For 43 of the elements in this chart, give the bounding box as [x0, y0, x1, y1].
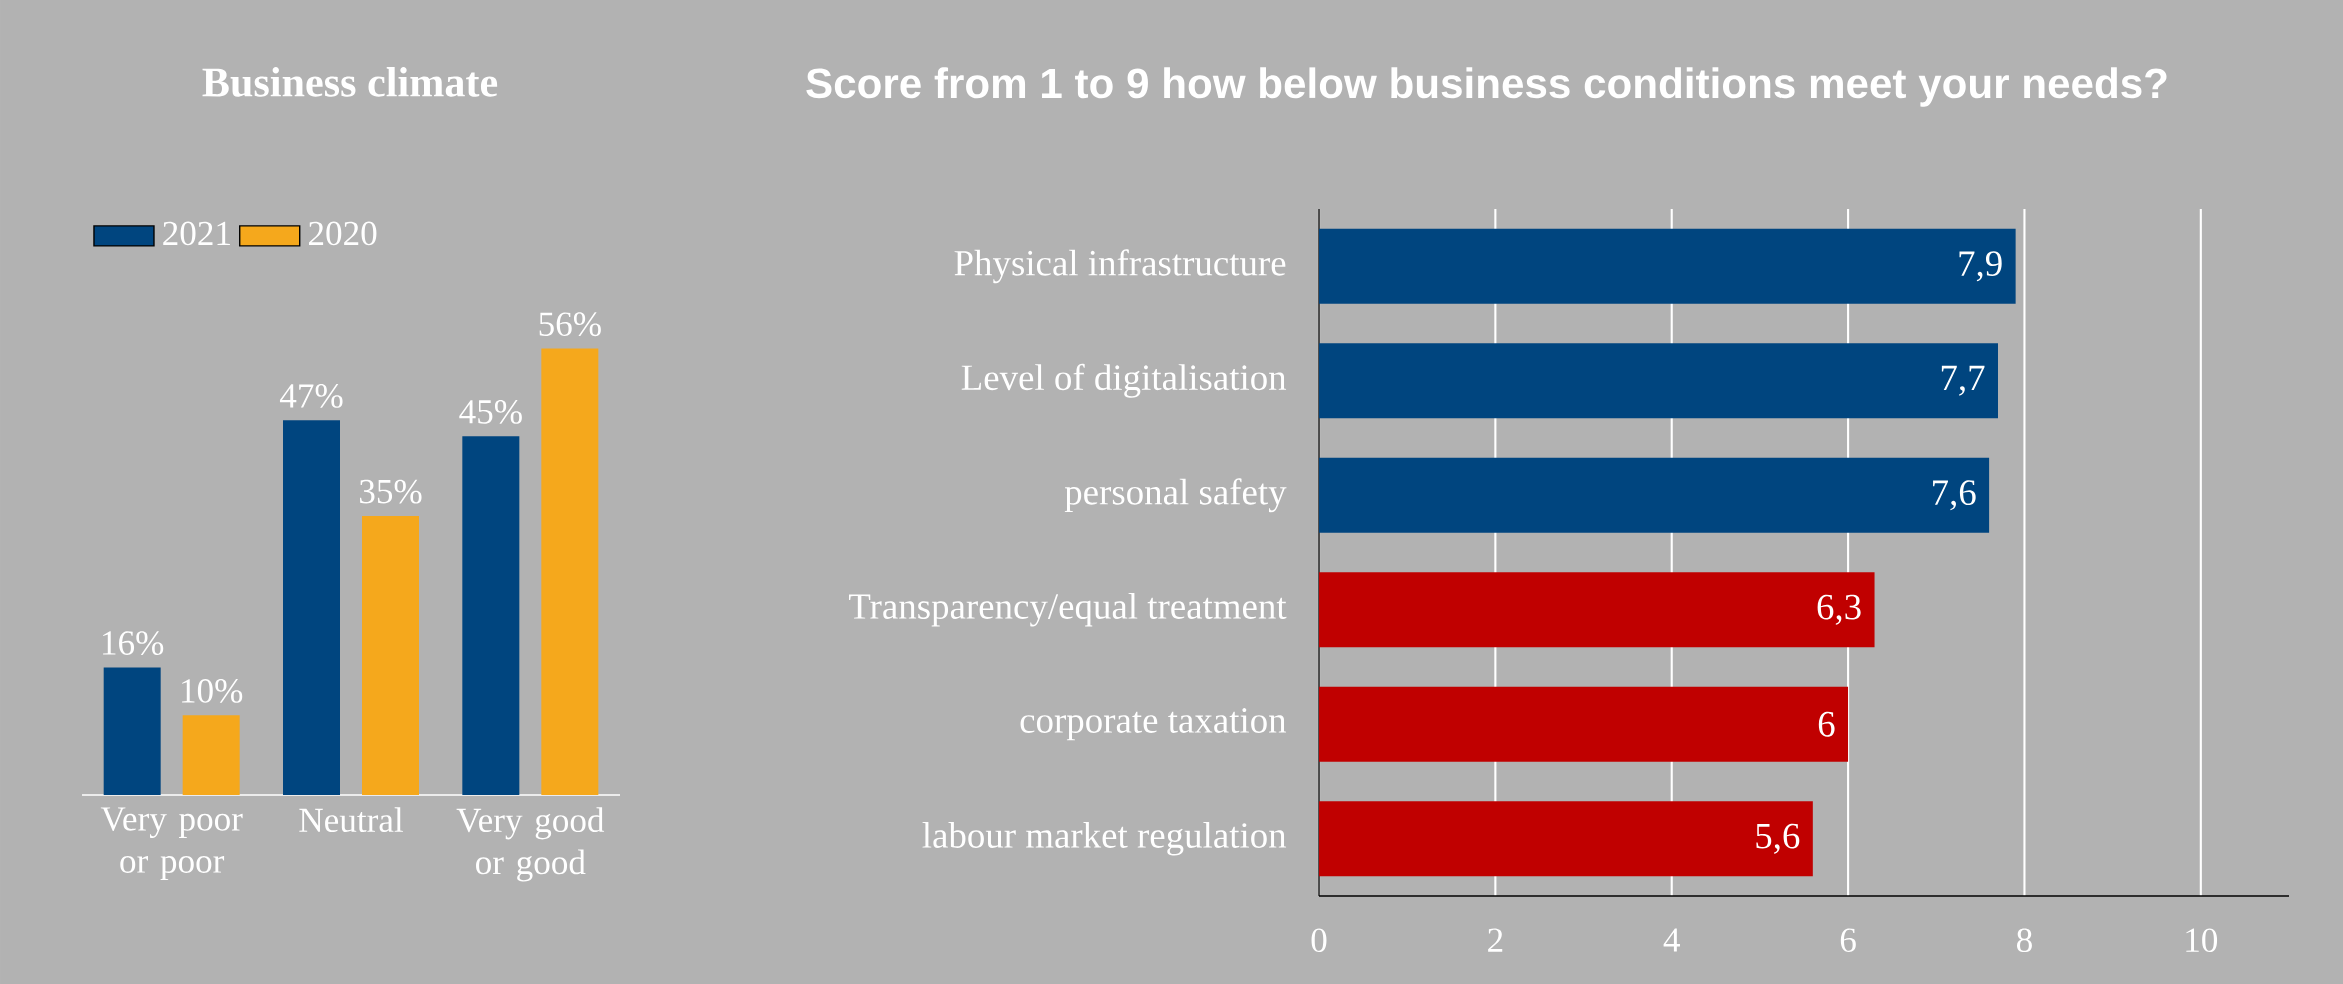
- data-label: 56%: [539, 312, 601, 337]
- y-tick-label: Level of digitalisation: [961, 363, 1287, 398]
- bar: [462, 436, 520, 795]
- data-label: 6: [1818, 711, 1835, 737]
- x-tick-label: 4: [1663, 928, 1680, 952]
- data-label: 35%: [360, 479, 422, 504]
- bar: [1319, 228, 2016, 304]
- data-label: 7,6: [1933, 480, 1976, 511]
- x-tick-label: 8: [2016, 928, 2032, 953]
- data-label: 5,6: [1756, 823, 1800, 854]
- data-label: 47%: [279, 384, 343, 408]
- x-tick-label: Very good or good: [456, 807, 605, 882]
- y-tick-label: Transparency/equal treatment: [849, 593, 1287, 627]
- legend-label: 2021: [163, 221, 230, 246]
- bar: [103, 667, 161, 795]
- bar: [283, 420, 340, 795]
- data-label: 10%: [182, 679, 243, 703]
- x-tick-label: Neutral: [299, 807, 403, 833]
- bar: [1319, 801, 1813, 877]
- data-label: 45%: [459, 400, 522, 424]
- x-tick-label: 0: [1311, 928, 1327, 953]
- bar: [182, 715, 240, 795]
- y-tick-label: labour market regulation: [922, 821, 1287, 856]
- y-tick-label: Physical infrastructure: [954, 249, 1286, 284]
- bar: [1319, 686, 1849, 762]
- data-label: 16%: [103, 631, 164, 655]
- data-label: 6,3: [1817, 594, 1861, 625]
- data-label: 7,7: [1941, 365, 1985, 396]
- legend-label: 2020: [309, 221, 377, 246]
- data-label: 7,9: [1959, 251, 2002, 282]
- bar: [362, 515, 419, 795]
- chart-title: Score from 1 to 9 how below business conditions meet your needs?: [806, 67, 2167, 107]
- x-tick-label: 2: [1488, 928, 1503, 952]
- y-tick-label: personal safety: [1064, 478, 1287, 513]
- y-tick-label: corporate taxation: [1020, 708, 1287, 741]
- bar: [1319, 343, 1998, 419]
- x-tick-label: 10: [2186, 928, 2218, 953]
- chart-title: Business climate: [202, 67, 498, 97]
- bar: [541, 348, 599, 795]
- bar: [1319, 572, 1875, 648]
- bar: [1319, 457, 1990, 533]
- x-tick-label: 6: [1840, 928, 1856, 953]
- x-tick-label: Very poor or poor: [100, 807, 243, 881]
